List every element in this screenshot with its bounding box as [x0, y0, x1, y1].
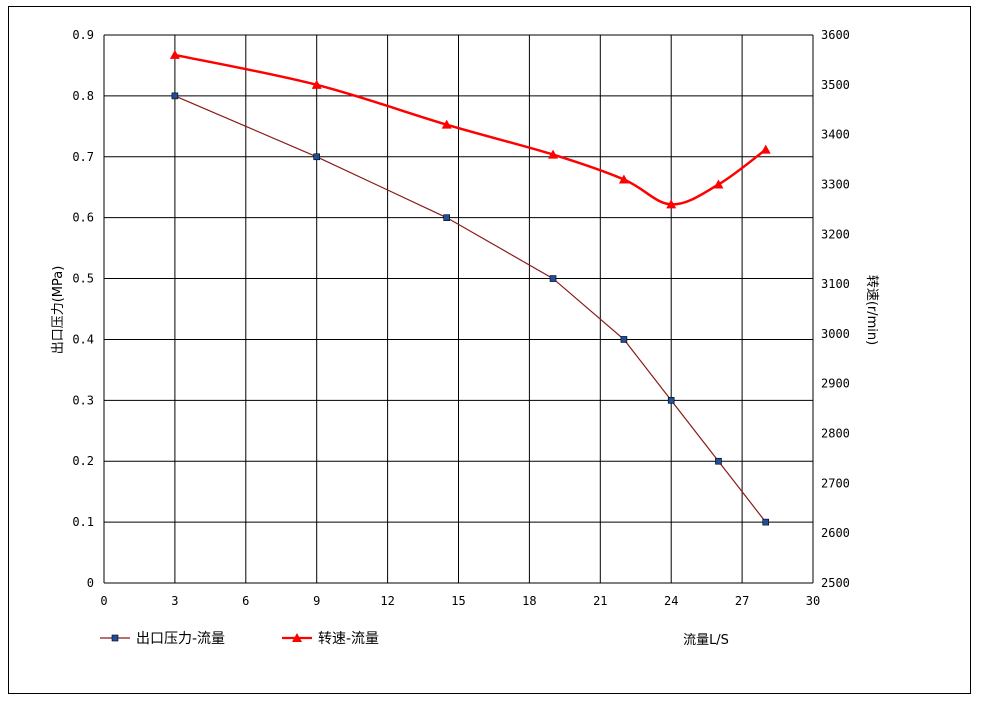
pressure-point-4: [620, 336, 628, 343]
speed-point-1: [311, 79, 322, 89]
y2-tick-label-3: 2800: [821, 427, 850, 441]
pressure-point-2: [443, 214, 450, 221]
y2-tick-label-8: 3300: [821, 177, 850, 191]
speed-point-6: [713, 179, 724, 189]
y-tick-label-3: 0.3: [72, 393, 94, 407]
y-axis-ticks: 0 0.1 0.2 0.3 0.4 0.5 0.6 0.7 0.8 0.9: [72, 28, 94, 590]
y2-tick-label-10: 3500: [821, 78, 850, 92]
y-axis-label: 出口压力(MPa): [51, 266, 66, 355]
y-tick-label-0: 0: [87, 576, 94, 590]
y-tick-label-4: 0.4: [72, 332, 94, 346]
x-axis-ticks: 0 3 6 9 12 15 18 21 24 27 30: [100, 594, 820, 608]
y-tick-label-7: 0.7: [72, 150, 94, 164]
speed-point-0: [169, 49, 180, 59]
series-line-speed: [174, 53, 767, 206]
grid: [103, 34, 814, 584]
pressure-point-7: [762, 518, 770, 526]
y-tick-label-9: 0.9: [72, 28, 94, 42]
y2-tick-label-5: 3000: [821, 327, 850, 341]
y2-tick-label-11: 3600: [821, 28, 850, 42]
y2-tick-label-4: 2900: [821, 377, 850, 391]
pressure-point-0: [171, 92, 179, 100]
x-axis-label: 流量L/S: [683, 633, 729, 648]
series-line-pressure: [174, 95, 767, 523]
x-tick-label-9: 27: [735, 594, 749, 608]
y2-axis-label: 转速(r/min): [864, 275, 879, 345]
x-tick-label-7: 21: [593, 594, 607, 608]
y2-tick-label-7: 3200: [821, 227, 850, 241]
speed-point-7: [760, 144, 771, 154]
speed-point-4: [618, 174, 629, 184]
series-layer: [169, 49, 771, 526]
x-tick-label-2: 6: [242, 594, 249, 608]
legend: 出口压力-流量 转速-流量: [100, 631, 379, 647]
y-tick-label-1: 0.1: [72, 515, 94, 529]
legend-marker-speed: [292, 633, 302, 642]
y2-tick-label-9: 3400: [821, 128, 850, 142]
x-tick-label-5: 15: [451, 594, 465, 608]
x-tick-label-4: 12: [380, 594, 394, 608]
y-tick-label-6: 0.6: [72, 211, 94, 225]
y-tick-label-8: 0.8: [72, 89, 94, 103]
y-tick-label-5: 0.5: [72, 272, 94, 286]
speed-point-3: [548, 149, 559, 159]
y2-tick-label-0: 2500: [821, 576, 850, 590]
x-tick-label-6: 18: [522, 594, 536, 608]
x-tick-label-0: 0: [100, 594, 107, 608]
legend-label-speed: 转速-流量: [318, 631, 379, 647]
x-tick-label-3: 9: [313, 594, 320, 608]
y-tick-label-2: 0.2: [72, 454, 94, 468]
x-tick-label-10: 30: [806, 594, 820, 608]
pressure-point-5: [667, 397, 675, 404]
pressure-point-3: [549, 275, 557, 282]
y2-tick-label-6: 3100: [821, 277, 850, 291]
y2-tick-label-1: 2600: [821, 526, 850, 540]
speed-point-5: [666, 199, 677, 209]
x-tick-label-8: 24: [664, 594, 678, 608]
speed-point-2: [441, 119, 452, 129]
legend-marker-pressure: [111, 634, 119, 642]
chart-frame: [8, 6, 971, 694]
pressure-point-6: [715, 457, 722, 465]
y2-tick-label-2: 2700: [821, 476, 850, 490]
x-tick-label-1: 3: [171, 594, 178, 608]
y2-axis-ticks: 2500 2600 2700 2800 2900 3000 3100 3200 3300 3400…: [821, 28, 850, 590]
pressure-point-1: [313, 153, 321, 161]
legend-label-pressure: 出口压力-流量: [136, 631, 225, 647]
